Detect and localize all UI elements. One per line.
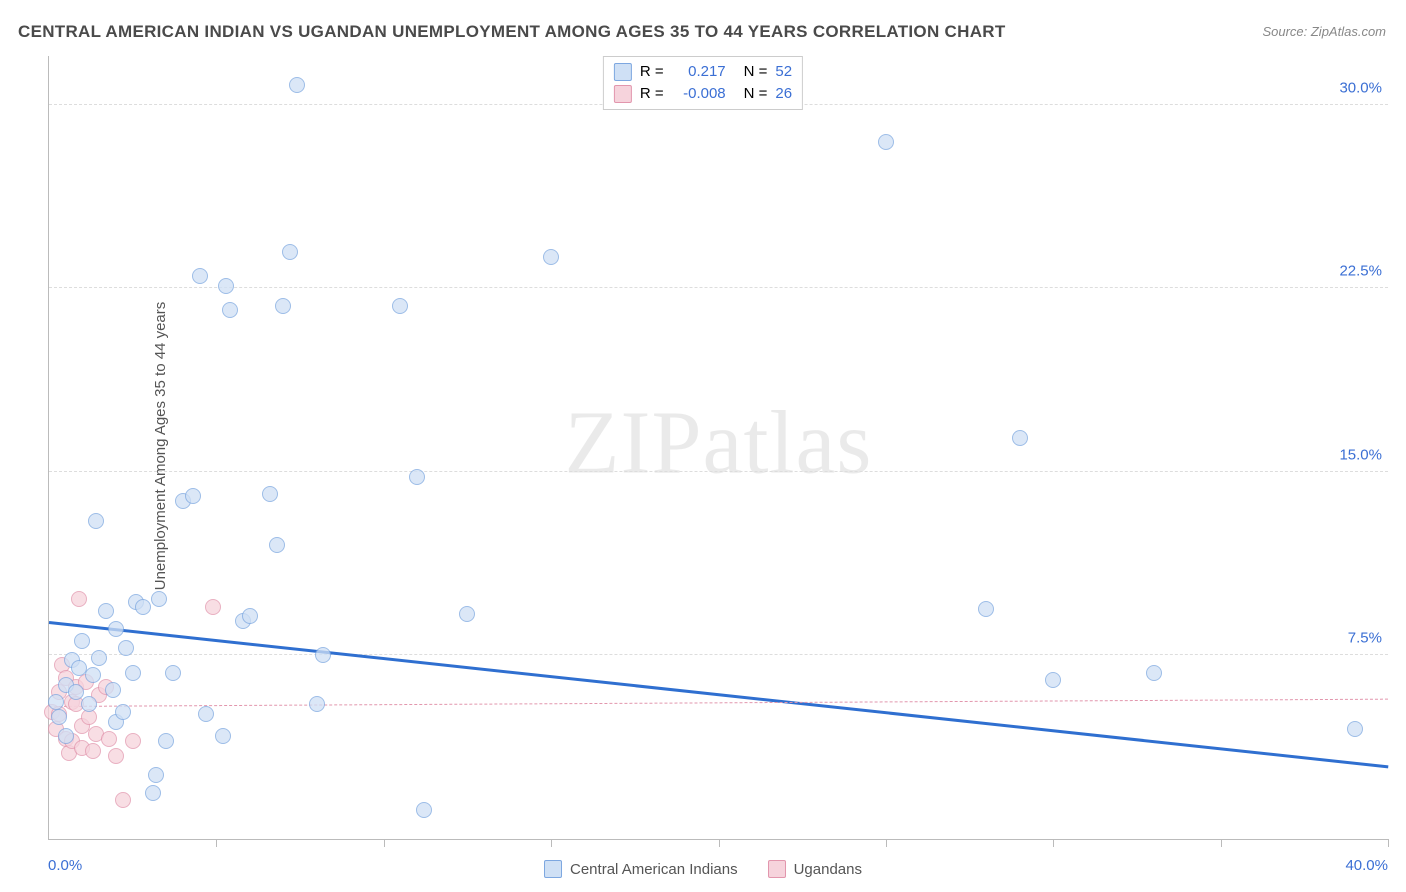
bottom-legend: Central American Indians Ugandans	[544, 860, 862, 878]
y-tick-label: 22.5%	[1339, 263, 1382, 280]
data-point	[1012, 430, 1028, 446]
x-tick	[384, 839, 385, 847]
data-point	[151, 591, 167, 607]
data-point	[135, 599, 151, 615]
stat-r-value-1: 0.217	[672, 61, 726, 83]
legend-swatch-series1	[544, 860, 562, 878]
data-point	[81, 696, 97, 712]
data-point	[68, 684, 84, 700]
gridline-h	[49, 654, 1388, 655]
legend-label-series2: Ugandans	[794, 861, 862, 878]
data-point	[192, 268, 208, 284]
scatter-plot-area: ZIPatlas 7.5% 15.0% 22.5% 30.0%	[48, 56, 1388, 840]
data-point	[108, 621, 124, 637]
data-point	[85, 743, 101, 759]
trend-line	[49, 621, 1388, 768]
stat-n-label: N =	[744, 83, 768, 105]
x-tick	[886, 839, 887, 847]
x-tick	[1221, 839, 1222, 847]
stat-r-label: R =	[640, 61, 664, 83]
gridline-h	[49, 471, 1388, 472]
data-point	[88, 513, 104, 529]
data-point	[269, 537, 285, 553]
chart-title: CENTRAL AMERICAN INDIAN VS UGANDAN UNEMP…	[18, 22, 1006, 42]
stats-row-series1: R = 0.217 N = 52	[614, 61, 792, 83]
data-point	[1045, 672, 1061, 688]
stat-r-value-2: -0.008	[672, 83, 726, 105]
data-point	[48, 694, 64, 710]
stat-r-label: R =	[640, 83, 664, 105]
data-point	[145, 785, 161, 801]
stats-row-series2: R = -0.008 N = 26	[614, 83, 792, 105]
gridline-h	[49, 287, 1388, 288]
data-point	[108, 748, 124, 764]
x-axis-min-label: 0.0%	[48, 857, 82, 874]
data-point	[309, 696, 325, 712]
stats-legend-box: R = 0.217 N = 52 R = -0.008 N = 26	[603, 56, 803, 110]
data-point	[282, 244, 298, 260]
data-point	[416, 802, 432, 818]
x-tick	[551, 839, 552, 847]
data-point	[262, 486, 278, 502]
data-point	[101, 731, 117, 747]
legend-item-series2: Ugandans	[768, 860, 862, 878]
swatch-series2	[614, 85, 632, 103]
watermark: ZIPatlas	[565, 391, 873, 494]
x-tick	[216, 839, 217, 847]
data-point	[165, 665, 181, 681]
y-tick-label: 7.5%	[1348, 630, 1382, 647]
data-point	[115, 792, 131, 808]
data-point	[71, 591, 87, 607]
data-point	[58, 728, 74, 744]
data-point	[392, 298, 408, 314]
legend-swatch-series2	[768, 860, 786, 878]
data-point	[242, 608, 258, 624]
data-point	[275, 298, 291, 314]
x-tick	[1388, 839, 1389, 847]
stat-n-label: N =	[744, 61, 768, 83]
data-point	[315, 647, 331, 663]
data-point	[85, 667, 101, 683]
data-point	[115, 704, 131, 720]
data-point	[74, 633, 90, 649]
stat-n-value-2: 26	[775, 83, 792, 105]
data-point	[105, 682, 121, 698]
data-point	[218, 278, 234, 294]
data-point	[185, 488, 201, 504]
data-point	[878, 134, 894, 150]
data-point	[409, 469, 425, 485]
data-point	[118, 640, 134, 656]
swatch-series1	[614, 63, 632, 81]
trend-line	[49, 699, 1388, 707]
y-tick-label: 15.0%	[1339, 446, 1382, 463]
data-point	[125, 733, 141, 749]
data-point	[1146, 665, 1162, 681]
data-point	[459, 606, 475, 622]
data-point	[1347, 721, 1363, 737]
data-point	[198, 706, 214, 722]
data-point	[289, 77, 305, 93]
data-point	[125, 665, 141, 681]
data-point	[148, 767, 164, 783]
data-point	[222, 302, 238, 318]
data-point	[158, 733, 174, 749]
y-tick-label: 30.0%	[1339, 79, 1382, 96]
x-tick	[1053, 839, 1054, 847]
data-point	[91, 650, 107, 666]
x-axis-max-label: 40.0%	[1345, 857, 1388, 874]
data-point	[51, 709, 67, 725]
data-point	[543, 249, 559, 265]
legend-item-series1: Central American Indians	[544, 860, 738, 878]
data-point	[98, 603, 114, 619]
x-tick	[719, 839, 720, 847]
legend-label-series1: Central American Indians	[570, 861, 738, 878]
stat-n-value-1: 52	[775, 61, 792, 83]
source-attribution: Source: ZipAtlas.com	[1262, 24, 1386, 39]
data-point	[215, 728, 231, 744]
data-point	[205, 599, 221, 615]
data-point	[978, 601, 994, 617]
